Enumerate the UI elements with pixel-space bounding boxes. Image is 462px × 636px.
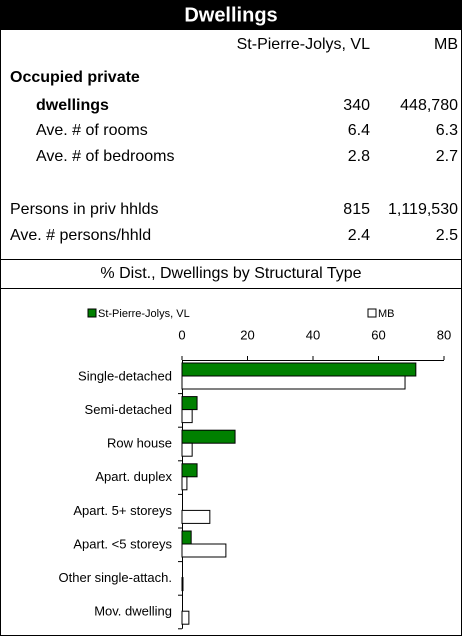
column-header: St-Pierre-Jolys, VL <box>237 36 370 53</box>
row-label: Persons in priv hhlds <box>10 201 159 218</box>
bar <box>181 543 227 558</box>
cell: 340 <box>343 97 370 114</box>
legend-swatch <box>87 308 97 318</box>
cell: 1,119,530 <box>388 201 458 218</box>
bar <box>181 375 406 390</box>
row-label: Occupied private <box>10 69 140 86</box>
bar <box>181 396 198 411</box>
bar <box>181 442 193 457</box>
bar <box>181 530 192 545</box>
bar <box>181 509 211 524</box>
chart-title: % Dist., Dwellings by Structural Type <box>100 265 361 282</box>
x-tick-label: 20 <box>240 327 254 342</box>
cell: 2.5 <box>436 227 458 244</box>
cell: 815 <box>343 201 370 218</box>
cell: 6.4 <box>348 122 370 139</box>
bar <box>181 476 188 491</box>
category-label: Mov. dwelling <box>94 604 172 619</box>
bar <box>181 409 193 424</box>
legend-swatch <box>367 308 377 318</box>
cell: 2.4 <box>348 227 370 244</box>
cell: 2.8 <box>348 148 370 165</box>
category-label: Apart. <5 storeys <box>73 536 172 551</box>
row-label: Ave. # of rooms <box>36 122 148 139</box>
category-label: Apart. duplex <box>95 469 172 484</box>
bar <box>181 610 190 625</box>
title: Dwellings <box>184 4 277 26</box>
bar <box>181 362 417 377</box>
category-label: Row house <box>107 436 172 451</box>
column-header: MB <box>434 36 458 53</box>
bar <box>181 577 184 592</box>
legend-label: St-Pierre-Jolys, VL <box>98 308 190 320</box>
x-tick-label: 0 <box>178 327 185 342</box>
x-tick-label: 40 <box>306 327 320 342</box>
category-label: Semi-detached <box>85 402 172 417</box>
row-label: Ave. # of bedrooms <box>36 148 174 165</box>
x-tick-label: 80 <box>437 327 451 342</box>
row-label: Ave. # persons/hhld <box>10 227 151 244</box>
row-label: dwellings <box>36 97 109 114</box>
legend-label: MB <box>378 308 395 320</box>
title-bar <box>0 0 462 30</box>
category-label: Apart. 5+ storeys <box>73 503 172 518</box>
bar <box>181 429 236 444</box>
category-label: Other single-attach. <box>59 570 172 585</box>
cell: 6.3 <box>436 122 458 139</box>
bar <box>181 463 198 478</box>
cell: 448,780 <box>400 97 458 114</box>
x-tick-label: 60 <box>371 327 385 342</box>
cell: 2.7 <box>436 148 458 165</box>
category-label: Single-detached <box>78 368 172 383</box>
